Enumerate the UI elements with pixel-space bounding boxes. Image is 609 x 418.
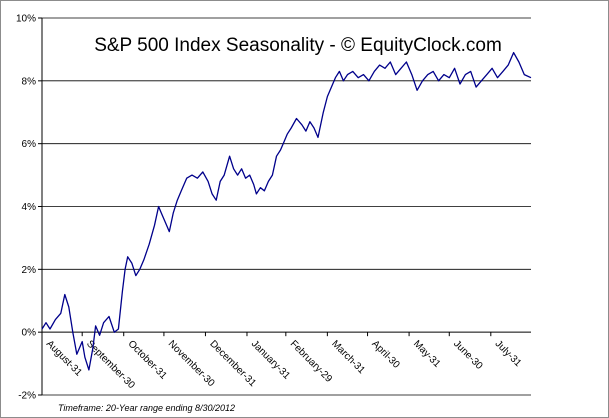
chart-title: S&P 500 Index Seasonality - © EquityCloc… [94,35,502,56]
y-axis: 10% 8% 6% 4% 2% 0% -2% [16,14,43,402]
chart-footer: Timeframe: 20-Year range ending 8/30/201… [58,403,235,413]
x-axis: August-31 September-30October-31November-… [41,331,531,391]
y-tick-label: 10% [16,14,36,25]
x-tick-label: October-31 [126,339,169,382]
x-tick-label: August-31 [44,339,84,379]
y-tick-label: 4% [22,202,37,213]
x-tick-label: May-31 [411,339,443,371]
x-tick-label: March-31 [329,339,367,377]
y-tick-label: 0% [22,328,37,339]
series-line [41,51,532,371]
x-tick-label: February-29 [288,339,335,386]
x-tick-label: July-31 [493,339,524,370]
y-tick-label: 2% [22,265,37,276]
gridlines [42,17,531,396]
x-tick-label: April-30 [369,339,401,371]
y-tick-label: 6% [22,139,37,150]
y-tick-label: -2% [18,391,36,402]
y-tick-label: 8% [22,76,37,87]
x-tick-label: January-31 [249,339,292,382]
x-tick-label: June-30 [451,339,485,373]
series-layer [41,51,532,371]
